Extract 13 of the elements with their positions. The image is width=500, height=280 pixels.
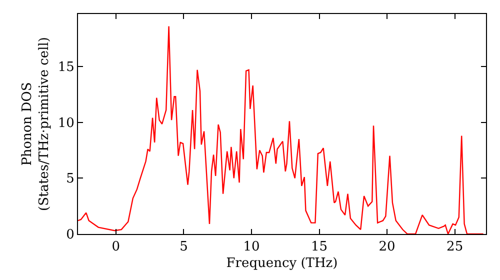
x-tick-label: 5 [180, 240, 188, 255]
x-tick-label: 25 [446, 240, 464, 255]
y-tick-label: 5 [66, 172, 74, 187]
x-tick-label: 0 [112, 240, 120, 255]
x-tick-label: 10 [243, 240, 260, 255]
y-tick-label: 15 [58, 60, 74, 76]
y-axis-title: Phonon DOS (States/THz·primitive cell) [20, 36, 52, 212]
y-tick-label: 0 [66, 228, 74, 243]
x-tick-label: 20 [378, 240, 396, 255]
line-series [78, 26, 484, 234]
y-tick-label: 10 [58, 116, 74, 131]
x-tick-label: 15 [311, 240, 328, 255]
x-axis-title: Frequency (THz) [226, 256, 338, 272]
